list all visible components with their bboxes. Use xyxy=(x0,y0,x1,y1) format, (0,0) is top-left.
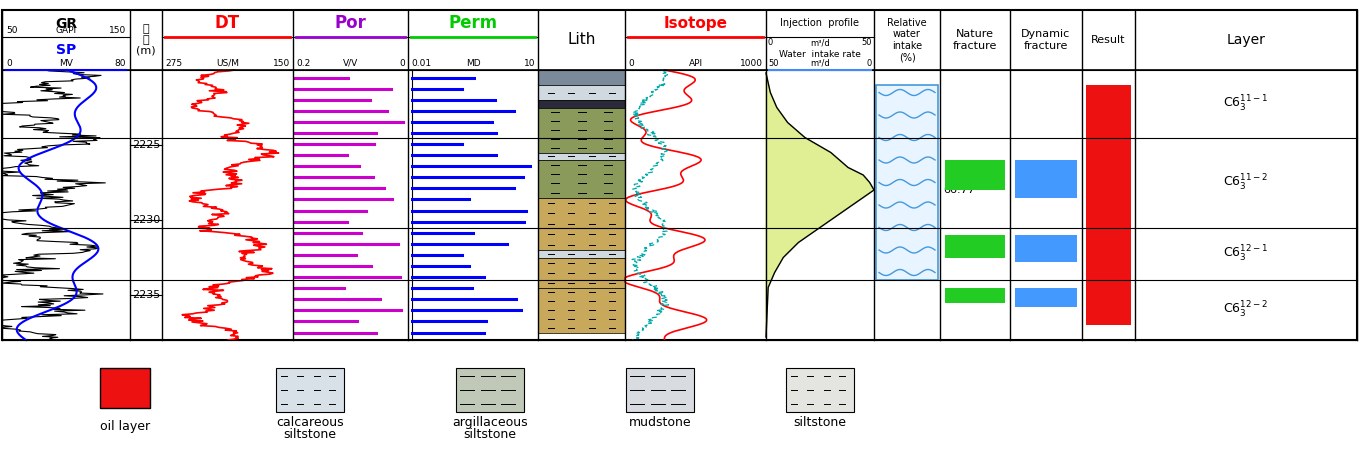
Text: 2225: 2225 xyxy=(132,140,160,150)
Text: 50: 50 xyxy=(862,38,872,47)
Polygon shape xyxy=(766,73,874,337)
Text: 0: 0 xyxy=(400,59,405,68)
Bar xyxy=(945,287,1006,303)
Text: 10: 10 xyxy=(523,59,535,68)
Bar xyxy=(877,85,938,280)
Text: Perm: Perm xyxy=(448,15,497,32)
Text: 0: 0 xyxy=(5,59,12,68)
Text: Relative
water
intake
(%): Relative water intake (%) xyxy=(887,18,927,62)
Text: 275: 275 xyxy=(164,59,182,68)
Text: Isotope: Isotope xyxy=(663,16,727,31)
Text: GR: GR xyxy=(54,17,77,30)
Text: C6$_3^{12-2}$: C6$_3^{12-2}$ xyxy=(1223,300,1269,320)
Text: siltstone: siltstone xyxy=(463,428,516,441)
Bar xyxy=(1086,85,1131,325)
Text: GAPI: GAPI xyxy=(56,26,76,35)
Text: 0.2: 0.2 xyxy=(296,59,310,68)
Text: siltstone: siltstone xyxy=(284,428,337,441)
Text: Result: Result xyxy=(1091,35,1125,45)
Text: V/V: V/V xyxy=(342,59,359,68)
Bar xyxy=(1015,160,1076,198)
Text: Lith: Lith xyxy=(567,32,595,48)
Text: 150: 150 xyxy=(109,26,126,35)
Text: C6$_3^{12-1}$: C6$_3^{12-1}$ xyxy=(1223,244,1269,264)
Text: US/M: US/M xyxy=(216,59,239,68)
Text: API: API xyxy=(689,59,703,68)
Text: Dynamic
fracture: Dynamic fracture xyxy=(1022,29,1071,51)
Text: 2235: 2235 xyxy=(132,290,160,300)
Bar xyxy=(276,368,344,412)
Text: 50: 50 xyxy=(5,26,18,35)
Text: 50: 50 xyxy=(768,59,779,68)
Bar xyxy=(538,100,625,107)
Bar xyxy=(1,10,1358,340)
Bar xyxy=(538,198,625,250)
Bar xyxy=(538,250,625,257)
Bar xyxy=(945,160,1006,190)
Text: siltstone: siltstone xyxy=(794,416,847,429)
Bar xyxy=(945,235,1006,257)
Text: oil layer: oil layer xyxy=(101,420,149,433)
Text: 0: 0 xyxy=(768,38,773,47)
Text: Nature
fracture: Nature fracture xyxy=(953,29,998,51)
Bar xyxy=(538,257,625,287)
Bar xyxy=(101,368,149,408)
Bar xyxy=(626,368,694,412)
Bar xyxy=(538,160,625,198)
Text: 0: 0 xyxy=(867,59,872,68)
Text: 1000: 1000 xyxy=(741,59,762,68)
Text: m³/d: m³/d xyxy=(810,59,830,68)
Text: C6$_3^{11-2}$: C6$_3^{11-2}$ xyxy=(1223,172,1269,192)
Text: mudstone: mudstone xyxy=(629,416,692,429)
Bar xyxy=(538,287,625,332)
Text: 2230: 2230 xyxy=(132,215,160,225)
Bar xyxy=(538,85,625,100)
Text: 0: 0 xyxy=(628,59,633,68)
Bar xyxy=(538,107,625,152)
Text: 0.01: 0.01 xyxy=(410,59,431,68)
Bar xyxy=(786,368,853,412)
Bar xyxy=(538,70,625,85)
Text: DT: DT xyxy=(215,15,241,32)
Text: MD: MD xyxy=(466,59,480,68)
Bar xyxy=(1015,287,1076,307)
Text: 66.77: 66.77 xyxy=(943,185,974,195)
Text: Water  intake rate: Water intake rate xyxy=(779,50,862,59)
Text: 80: 80 xyxy=(114,59,126,68)
Bar xyxy=(457,368,525,412)
Text: argillaceous: argillaceous xyxy=(453,416,527,429)
Text: MV: MV xyxy=(58,59,73,68)
Text: C6$_3^{11-1}$: C6$_3^{11-1}$ xyxy=(1223,94,1269,114)
Bar xyxy=(1015,235,1076,262)
Text: 150: 150 xyxy=(273,59,289,68)
Text: Injection  profile: Injection profile xyxy=(780,19,859,28)
Bar xyxy=(538,152,625,160)
Text: m³/d: m³/d xyxy=(810,38,830,47)
Text: SP: SP xyxy=(56,44,76,57)
Text: Layer: Layer xyxy=(1227,33,1265,47)
Text: Por: Por xyxy=(334,15,367,32)
Text: calcareous: calcareous xyxy=(276,416,344,429)
Text: 深
度
(m): 深 度 (m) xyxy=(136,24,156,56)
